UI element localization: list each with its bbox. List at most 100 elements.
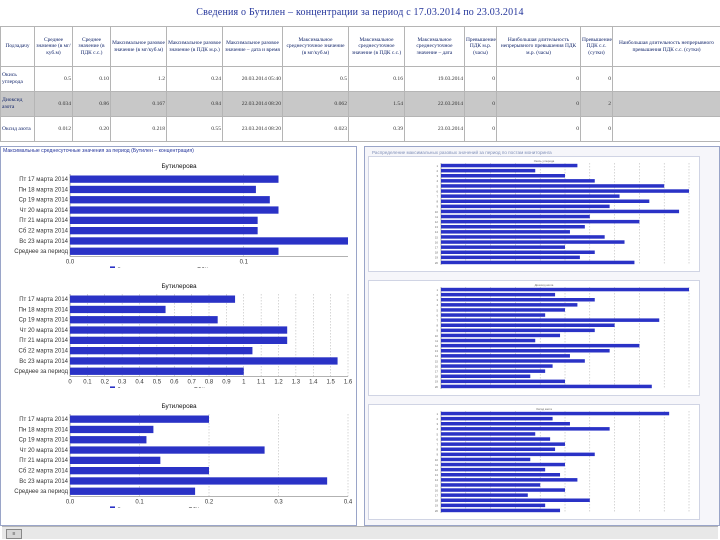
bar[interactable] bbox=[441, 478, 578, 482]
bar[interactable] bbox=[441, 308, 565, 312]
bar[interactable] bbox=[441, 359, 585, 363]
bar[interactable] bbox=[70, 347, 253, 355]
bar[interactable] bbox=[441, 503, 546, 508]
bar[interactable] bbox=[441, 354, 570, 358]
bar[interactable] bbox=[441, 163, 578, 168]
bar[interactable] bbox=[441, 457, 531, 462]
bar[interactable] bbox=[70, 185, 256, 194]
category-label: 18 bbox=[435, 499, 439, 503]
bar[interactable] bbox=[441, 343, 640, 348]
bar[interactable] bbox=[441, 298, 595, 302]
bar[interactable] bbox=[70, 446, 265, 454]
bar[interactable] bbox=[70, 326, 288, 334]
bar[interactable] bbox=[70, 305, 166, 314]
bar[interactable] bbox=[70, 477, 328, 485]
chart-co: Бутилерова 0.0 0.1 Пт 17 марта 2014 Пн 18 ма… bbox=[4, 160, 354, 268]
legend-label: Оксид азота, концентрация, ПДК с.с. bbox=[117, 507, 209, 508]
x-tick-label: 1.3 bbox=[292, 379, 301, 385]
bar[interactable] bbox=[441, 338, 536, 343]
bar[interactable] bbox=[70, 467, 209, 475]
table-cell: 2 bbox=[580, 91, 613, 117]
bar[interactable] bbox=[441, 473, 561, 477]
bar[interactable] bbox=[70, 237, 348, 245]
table-row[interactable]: Оксид азота 0.012 0.20 0.218 0.55 23.03.2014 … bbox=[0, 116, 720, 142]
bar[interactable] bbox=[441, 416, 553, 421]
bar[interactable] bbox=[441, 292, 556, 297]
bar[interactable] bbox=[70, 227, 258, 235]
bar[interactable] bbox=[441, 437, 551, 441]
bar[interactable] bbox=[441, 219, 640, 224]
bar[interactable] bbox=[441, 214, 590, 219]
bar[interactable] bbox=[441, 179, 595, 183]
bar[interactable] bbox=[441, 199, 650, 204]
bar[interactable] bbox=[441, 225, 585, 229]
bar[interactable] bbox=[70, 295, 236, 303]
bar[interactable] bbox=[441, 422, 570, 426]
bar[interactable] bbox=[441, 235, 605, 239]
bar[interactable] bbox=[70, 425, 154, 434]
bar[interactable] bbox=[70, 487, 196, 495]
bar[interactable] bbox=[441, 427, 610, 431]
bar[interactable] bbox=[441, 168, 536, 173]
bar[interactable] bbox=[70, 336, 288, 344]
bar[interactable] bbox=[441, 328, 595, 333]
bar[interactable] bbox=[441, 209, 680, 214]
bar[interactable] bbox=[70, 216, 258, 224]
bar[interactable] bbox=[441, 174, 565, 178]
table-row[interactable]: Диоксид азота 0.034 0.86 0.167 0.84 22.03.201… bbox=[0, 91, 720, 117]
bar[interactable] bbox=[441, 364, 553, 368]
bar[interactable] bbox=[441, 333, 561, 338]
bar[interactable] bbox=[441, 260, 635, 265]
bar[interactable] bbox=[70, 436, 147, 444]
bar[interactable] bbox=[441, 303, 578, 307]
bar[interactable] bbox=[441, 245, 565, 249]
row-label: Диоксид азота bbox=[0, 91, 35, 117]
x-tick-label: 0.4 bbox=[344, 499, 353, 505]
bar[interactable] bbox=[70, 175, 279, 183]
bar[interactable] bbox=[441, 411, 670, 416]
bar[interactable] bbox=[70, 415, 209, 423]
bar[interactable] bbox=[441, 498, 590, 503]
bar[interactable] bbox=[441, 287, 689, 292]
bar[interactable] bbox=[70, 367, 244, 375]
bar[interactable] bbox=[441, 483, 541, 487]
bar[interactable] bbox=[441, 313, 546, 317]
bar[interactable] bbox=[441, 508, 561, 513]
bar[interactable] bbox=[441, 250, 595, 255]
bar[interactable] bbox=[441, 255, 580, 260]
bar[interactable] bbox=[441, 318, 660, 322]
bar[interactable] bbox=[441, 493, 528, 497]
bar[interactable] bbox=[441, 349, 610, 353]
bar[interactable] bbox=[441, 447, 556, 452]
bar[interactable] bbox=[441, 488, 565, 492]
bar[interactable] bbox=[441, 384, 652, 389]
bar[interactable] bbox=[441, 467, 546, 472]
menu-button[interactable]: ≡ bbox=[6, 529, 22, 539]
category-label: 19 bbox=[435, 504, 439, 508]
bar[interactable] bbox=[441, 189, 689, 193]
category-label: 8 bbox=[436, 448, 438, 452]
bar[interactable] bbox=[70, 196, 270, 204]
bar[interactable] bbox=[441, 432, 536, 436]
bar[interactable] bbox=[441, 462, 565, 467]
bar[interactable] bbox=[441, 452, 595, 457]
table-cell: 0 bbox=[496, 116, 581, 142]
bar[interactable] bbox=[441, 230, 570, 234]
bar[interactable] bbox=[70, 247, 279, 255]
bar[interactable] bbox=[441, 379, 565, 384]
table-row[interactable]: Окись углерода 0.5 0.10 1.2 0.24 20.03.2014 0… bbox=[0, 66, 720, 92]
bar[interactable] bbox=[441, 240, 625, 244]
legend-label: Диоксид азота, концентрация, ПДК с.с. bbox=[117, 387, 214, 388]
chart-no: Бутилерова 0.0 0.1 0.2 0.3 0.4 Пт 17 марта 201… bbox=[4, 400, 354, 508]
bar[interactable] bbox=[441, 369, 546, 373]
bar[interactable] bbox=[70, 456, 161, 464]
bar[interactable] bbox=[70, 316, 218, 324]
bar[interactable] bbox=[70, 206, 279, 214]
bar[interactable] bbox=[70, 357, 338, 365]
bar[interactable] bbox=[441, 184, 665, 188]
bar[interactable] bbox=[441, 374, 531, 379]
bar[interactable] bbox=[441, 323, 615, 328]
bar[interactable] bbox=[441, 194, 620, 198]
bar[interactable] bbox=[441, 442, 565, 446]
bar[interactable] bbox=[441, 204, 610, 209]
